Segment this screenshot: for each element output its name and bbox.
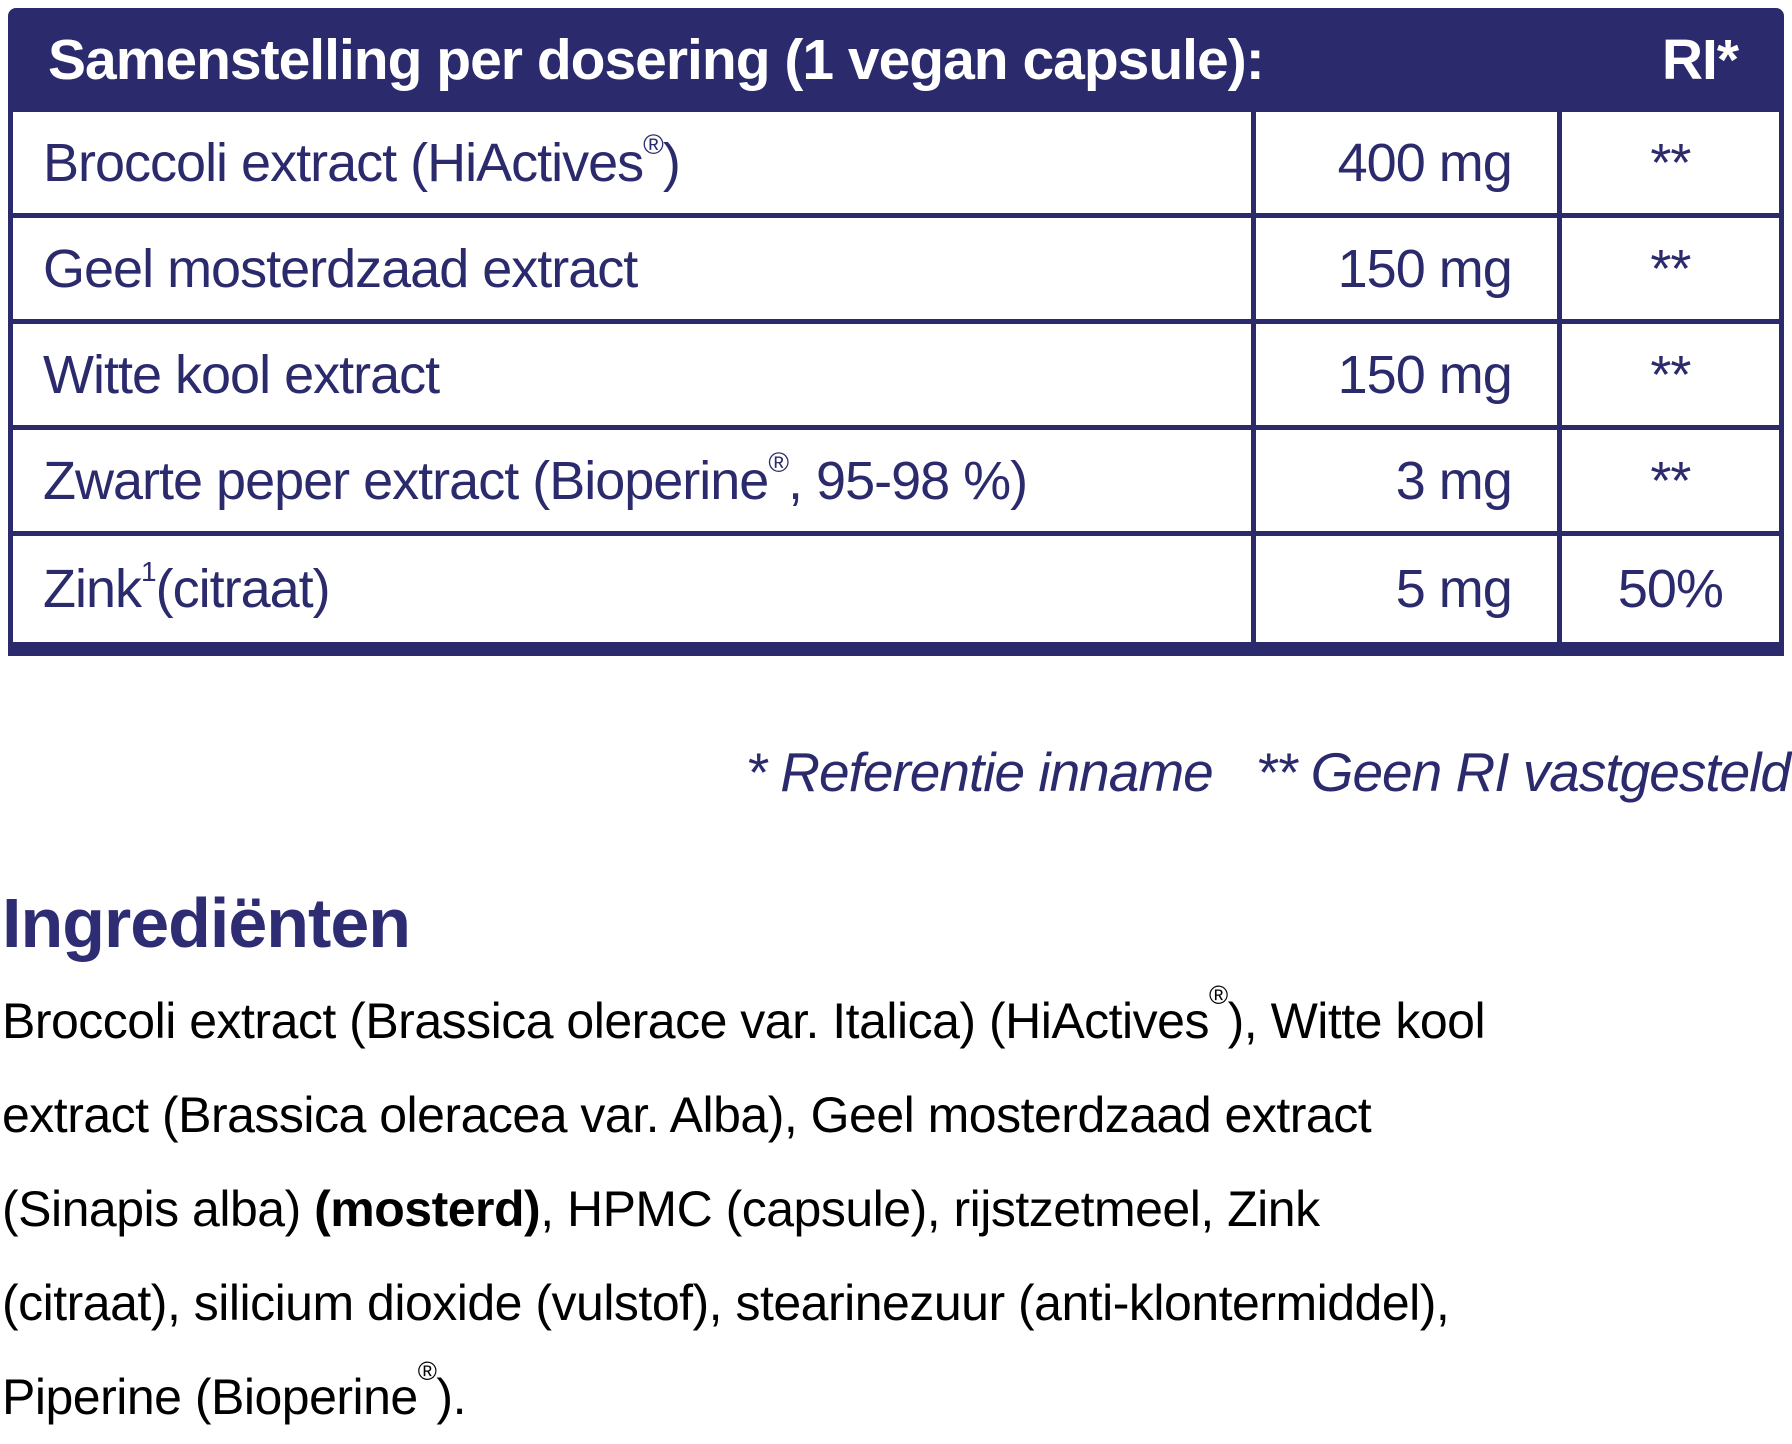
ri-cell: ** [1650, 450, 1691, 511]
amount-cell: 5 mg [1256, 536, 1562, 642]
table-row: Broccoli extract (HiActives ®) 400 mg ** [13, 112, 1779, 218]
reference-intake-footnote: * Referentie inname ** Geen RI vastgeste… [745, 741, 1791, 803]
amount-cell: 400 mg [1256, 112, 1562, 213]
ingredients-text-before-bold: Broccoli extract (Brassica olerace var. … [2, 980, 1486, 1237]
table-row: Witte kool extract 150 mg ** [13, 324, 1779, 430]
ri-cell: 50% [1617, 559, 1724, 619]
ingredient-bold-mosterd: (mosterd) [314, 1181, 541, 1237]
ingredient-name-cell: Zwarte peper extract (Bioperine ®, 95-98 … [13, 430, 1257, 531]
composition-table: Samenstelling per dosering (1 vegan caps… [8, 8, 1784, 656]
amount-cell: 150 mg [1256, 218, 1562, 319]
ri-cell: ** [1650, 238, 1691, 299]
table-row: Zink 1 (citraat) 5 mg 50% [13, 536, 1779, 642]
ingredient-name-cell: Geel mosterdzaad extract [13, 218, 1257, 319]
table-row: Zwarte peper extract (Bioperine ®, 95-98 … [13, 430, 1779, 536]
table-header-title: Samenstelling per dosering (1 vegan caps… [48, 28, 1265, 92]
ri-cell: ** [1650, 132, 1691, 193]
ingredient-name-cell: Broccoli extract (HiActives ®) [13, 112, 1257, 213]
ingredients-text-after-bold: , HPMC (capsule), rijstzetmeel, Zink (ci… [2, 1181, 1450, 1425]
ingredients-paragraph: Broccoli extract (Brassica olerace var. … [2, 974, 1502, 1444]
ri-cell: ** [1650, 344, 1691, 405]
table-header-ri-label: RI* [1661, 28, 1739, 92]
amount-cell: 3 mg [1256, 430, 1562, 531]
ingredient-name-cell: Zink 1 (citraat) [13, 536, 1257, 642]
ingredients-heading: Ingrediënten [2, 884, 411, 962]
supplement-label-page: { "colors": { "navy": "#2b2a6c", "headin… [0, 8, 1792, 1425]
amount-cell: 150 mg [1256, 324, 1562, 425]
ingredient-name-cell: Witte kool extract [13, 324, 1257, 425]
table-header-bar: Samenstelling per dosering (1 vegan caps… [8, 8, 1784, 112]
table-body: Broccoli extract (HiActives ®) 400 mg ** … [8, 112, 1784, 656]
table-row: Geel mosterdzaad extract 150 mg ** [13, 218, 1779, 324]
